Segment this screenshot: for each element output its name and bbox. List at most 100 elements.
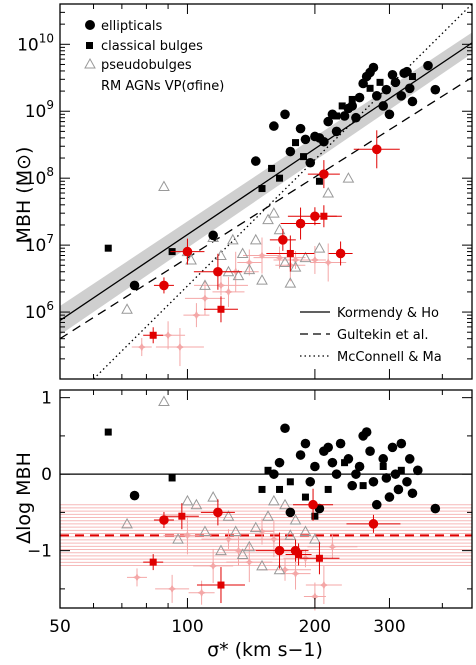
bottom-point-pseudobulges-triangle xyxy=(284,529,297,540)
bottom-point-ellipticals-circle xyxy=(323,442,333,453)
bottom-point-ellipticals-circle xyxy=(407,488,418,499)
top-data-points xyxy=(104,60,441,367)
bottom-point-ellipticals-circle xyxy=(274,457,285,468)
bottom-point-rmagnsvpfine-square xyxy=(149,558,157,566)
top-point-pseudobulges-triangle xyxy=(199,279,211,290)
top-point-rmagnsvpfine-circle xyxy=(159,280,169,291)
top-point-rmagnsfaint-star xyxy=(257,251,267,260)
top-ytick-label: 109 xyxy=(25,98,54,122)
bottom-point-ellipticals-circle xyxy=(378,454,389,464)
legend-label-classical-bulges: classical bulges xyxy=(101,39,203,54)
bottom-point-classicalbulges-square xyxy=(379,462,387,470)
bottom-point-classicalbulges-square xyxy=(359,482,367,490)
top-ytick-label: 1010 xyxy=(17,31,54,55)
top-point-classicalbulges-square xyxy=(348,95,356,103)
bottom-point-rmagnsvpfine-square xyxy=(178,512,186,520)
top-point-ellipticals-circle xyxy=(430,84,441,95)
bottom-ytick-label: 1 xyxy=(41,389,52,409)
bottom-point-rmagnsvpfine-square xyxy=(295,550,303,558)
top-panel: 106 107 108 109 1010 ellipticals classical b… xyxy=(13,3,473,380)
top-point-ellipticals-circle xyxy=(354,92,365,103)
relation-line-dashed xyxy=(59,76,473,340)
bottom-point-classicalbulges-square xyxy=(301,493,309,501)
legend-marker-pseudobulges xyxy=(84,57,96,69)
top-point-rmagnsfaint-star xyxy=(310,255,320,265)
legend-label-gultekin: Gultekin et al. xyxy=(337,328,428,343)
top-point-rmagnsfaint-star xyxy=(163,330,173,340)
top-point-pseudobulges-triangle xyxy=(342,172,355,183)
bottom-point-ellipticals-circle xyxy=(361,427,372,437)
bottom-point-rmagnsfaint-star xyxy=(182,530,192,540)
bottom-point-ellipticals-circle xyxy=(396,438,407,449)
top-ytick-label: 108 xyxy=(25,165,54,189)
bottom-point-ellipticals-circle xyxy=(384,492,395,502)
bottom-point-pseudobulges-triangle xyxy=(222,510,235,521)
bottom-point-pseudobulges-triangle xyxy=(229,525,242,537)
bottom-ytick-label: −1 xyxy=(27,542,52,562)
top-point-rmagnsvpfine-circle xyxy=(213,266,223,277)
bottom-point-ellipticals-circle xyxy=(295,450,306,460)
legend-marker-ellipticals xyxy=(85,20,95,30)
bottom-data-points xyxy=(104,395,441,611)
top-point-pseudobulges-triangle xyxy=(284,277,297,288)
bottom-point-ellipticals-circle xyxy=(310,461,320,472)
top-point-pseudobulges-triangle xyxy=(121,303,133,314)
bottom-point-ellipticals-circle xyxy=(305,476,316,487)
bottom-point-rmagnsvpfine-circle xyxy=(213,507,223,518)
top-point-rmagnsvpfine-square xyxy=(320,212,328,220)
bottom-panel: 50 100 200 300 −1 0 1 Δlog MBH xyxy=(13,389,473,637)
relation-line-solid xyxy=(59,42,473,321)
bottom-point-pseudobulges-triangle xyxy=(181,494,194,506)
bottom-point-classicalbulges-square xyxy=(324,485,332,493)
top-point-pseudobulges-triangle xyxy=(289,261,302,272)
bottom-point-rmagnsfaint-star xyxy=(310,592,320,601)
bottom-point-pseudobulges-triangle xyxy=(172,533,184,544)
bottom-point-pseudobulges-triangle xyxy=(256,559,268,571)
top-point-ellipticals-circle xyxy=(368,62,379,73)
bottom-point-ellipticals-circle xyxy=(387,442,398,453)
bottom-point-ellipticals-circle xyxy=(129,490,140,501)
top-point-ellipticals-circle xyxy=(390,77,401,88)
bottom-point-pseudobulges-triangle xyxy=(249,521,262,533)
bottom-point-rmagnsfaint-star xyxy=(197,588,207,598)
bottom-point-pseudobulges-triangle xyxy=(309,533,321,544)
bottom-point-pseudobulges-triangle xyxy=(158,395,170,406)
bottom-point-classicalbulges-square xyxy=(276,485,284,493)
top-point-classicalbulges-square xyxy=(292,139,300,147)
bottom-point-rmagnsfaint-star xyxy=(244,557,254,567)
bottom-point-pseudobulges-triangle xyxy=(299,525,312,537)
bottom-point-classicalbulges-square xyxy=(311,512,319,520)
bottom-point-pseudobulges-triangle xyxy=(236,548,249,559)
top-point-ellipticals-circle xyxy=(295,123,306,134)
bottom-point-ellipticals-circle xyxy=(351,469,361,479)
bottom-panel-frame xyxy=(59,389,473,609)
bottom-point-ellipticals-circle xyxy=(393,484,404,495)
top-point-rmagnsvpfine-circle xyxy=(319,169,329,179)
top-point-ellipticals-circle xyxy=(381,84,392,95)
bottom-y-axis-label: Δlog MBH xyxy=(13,452,35,544)
bottom-point-pseudobulges-triangle xyxy=(215,544,227,556)
top-point-rmagnsvpfine-square xyxy=(286,249,294,257)
bottom-point-pseudobulges-triangle xyxy=(262,510,274,521)
top-point-ellipticals-circle xyxy=(347,101,358,111)
bottom-point-rmagnsvpfine-circle xyxy=(274,545,285,556)
top-point-ellipticals-circle xyxy=(319,136,329,147)
bottom-point-classicalbulges-square xyxy=(258,485,266,493)
top-ytick-label: 107 xyxy=(25,232,54,256)
top-point-ellipticals-circle xyxy=(208,230,218,241)
bottom-point-ellipticals-circle xyxy=(331,469,342,479)
bottom-point-classicalbulges-square xyxy=(168,474,176,482)
bottom-point-ellipticals-circle xyxy=(347,480,358,491)
bottom-point-ellipticals-circle xyxy=(280,423,290,434)
top-point-classicalbulges-square xyxy=(268,164,276,172)
x-tick-label: 200 xyxy=(299,617,331,637)
top-point-pseudobulges-triangle xyxy=(268,207,280,218)
bottom-point-ellipticals-circle xyxy=(404,454,415,464)
top-point-rmagnsvpfine-square xyxy=(149,331,157,339)
top-point-rmagnsvpfine-circle xyxy=(278,235,288,245)
top-point-classicalbulges-square xyxy=(315,177,323,185)
bottom-point-pseudobulges-triangle xyxy=(273,563,286,575)
top-point-pseudobulges-triangle xyxy=(185,253,197,265)
bottom-point-ellipticals-circle xyxy=(285,507,296,518)
top-ytick-label: 106 xyxy=(25,299,54,323)
